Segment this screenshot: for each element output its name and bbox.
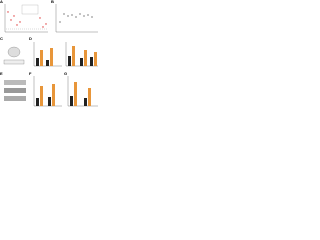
panel-label: G bbox=[64, 71, 67, 76]
panel-label: F bbox=[29, 71, 32, 76]
panel-fg-bars bbox=[33, 76, 98, 107]
legend-box bbox=[21, 4, 39, 15]
axis bbox=[4, 4, 48, 33]
axis bbox=[65, 42, 98, 67]
panel-e-blot bbox=[4, 80, 26, 101]
panel-label: E bbox=[0, 71, 3, 76]
panel-label: D bbox=[29, 36, 32, 41]
box bbox=[3, 59, 25, 65]
points bbox=[59, 13, 93, 23]
points bbox=[7, 11, 47, 28]
panel-label: C bbox=[0, 36, 3, 41]
panel-b-plot bbox=[55, 4, 98, 33]
page: {"figure": {"panels": [ {"label": "A"}, … bbox=[0, 0, 100, 111]
panel-label: B bbox=[51, 0, 54, 4]
axis bbox=[55, 4, 98, 33]
panel-label: A bbox=[0, 0, 3, 4]
panel-d-bars bbox=[33, 42, 98, 67]
figure: A B C D E F G bbox=[0, 0, 98, 107]
panel-a-plot bbox=[4, 4, 48, 33]
cell-icon bbox=[7, 46, 21, 58]
panel-c-schematic bbox=[3, 46, 25, 65]
